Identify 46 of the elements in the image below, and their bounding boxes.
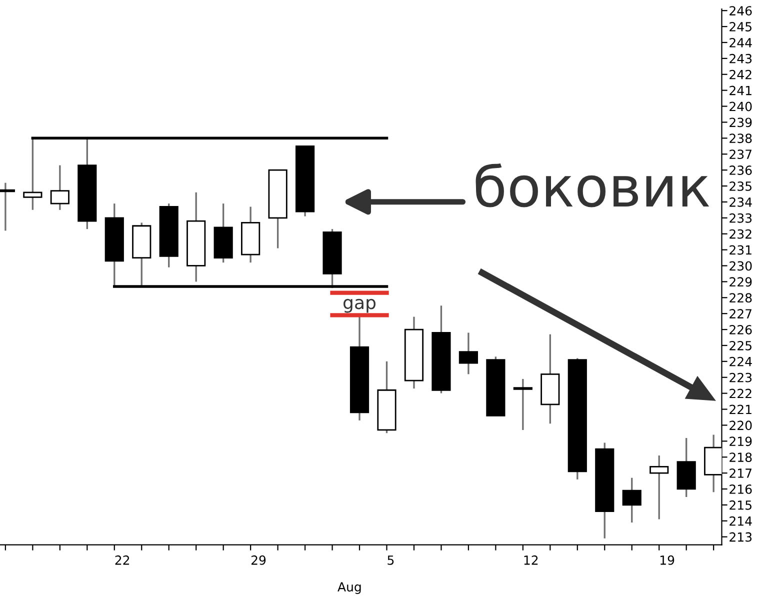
annotation: gap	[344, 298, 376, 313]
candlestick	[50, 164, 70, 211]
y-tick-label: 217	[730, 468, 752, 478]
y-tick-label: 226	[730, 324, 752, 334]
y-tick-label: 236	[730, 166, 752, 175]
x-tick-label: 19	[660, 555, 674, 565]
y-tick-label: 230	[730, 261, 752, 271]
y-tick-label: 223	[730, 372, 752, 382]
y-tick-label: 238	[730, 134, 752, 144]
y-tick-label: 216	[730, 484, 752, 494]
y-tick-label: 235	[730, 181, 752, 191]
x-tick-label: 5	[388, 556, 394, 565]
y-tick-label: 245	[730, 22, 752, 32]
y-tick-label: 242	[730, 70, 752, 80]
annotation: боковик	[476, 163, 710, 208]
y-tick-label: 237	[730, 150, 752, 160]
y-tick-label: 239	[730, 118, 752, 128]
candlestick	[458, 332, 478, 376]
y-tick-label: 244	[730, 38, 752, 48]
y-tick-label: 221	[730, 404, 752, 414]
y-tick-label: 232	[730, 229, 752, 239]
y-tick-label: 219	[730, 436, 752, 446]
y-tick-label: 214	[730, 516, 752, 526]
y-tick-label: 241	[730, 86, 752, 96]
y-tick-label: 234	[730, 197, 752, 207]
y-tick-label: 229	[730, 277, 752, 287]
x-tick-label: 29	[251, 555, 266, 565]
y-tick-label: 220	[730, 420, 752, 430]
y-tick-label: 228	[730, 293, 752, 303]
y-tick-label: 227	[730, 309, 752, 318]
y-tick-label: 218	[730, 452, 752, 462]
y-tick-label: 243	[730, 54, 752, 64]
x-tick-label: 22	[115, 555, 130, 565]
y-tick-label: 231	[730, 245, 752, 255]
y-tick-label: 224	[730, 356, 752, 366]
y-tick-label: 222	[730, 388, 752, 398]
y-tick-label: 233	[730, 213, 752, 223]
text: Aug	[338, 582, 361, 594]
y-tick-label: 225	[730, 340, 752, 350]
candlestick	[650, 454, 669, 520]
y-tick-label: 215	[730, 500, 752, 510]
y-tick-label: 213	[730, 532, 752, 542]
x-tick-label: 12	[524, 555, 538, 565]
y-tick-label: 240	[730, 102, 752, 112]
y-tick-label: 246	[730, 6, 752, 16]
candlestick	[622, 476, 642, 524]
